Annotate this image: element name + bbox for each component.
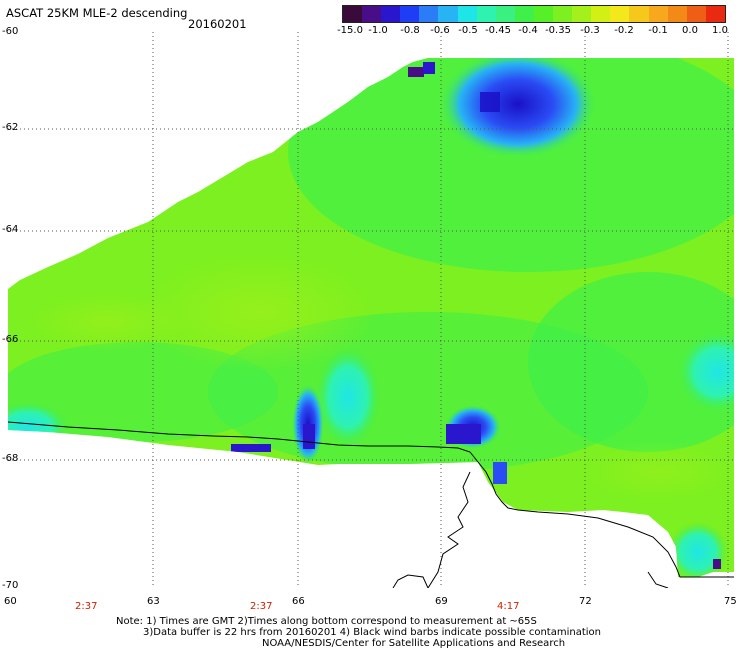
color-scale-swatch	[533, 6, 554, 22]
color-scale-label: -0.8	[400, 25, 420, 36]
lat-tick-label: -68	[2, 453, 19, 464]
color-scale-label: -0.6	[430, 25, 450, 36]
coastline	[8, 421, 734, 588]
color-scale-swatch	[381, 6, 401, 22]
color-scale-swatch	[591, 6, 611, 22]
map-grid	[8, 32, 734, 588]
color-scale-swatch	[495, 6, 515, 22]
color-scale-label: -0.2	[614, 25, 634, 36]
map-date: 20160201	[188, 17, 247, 31]
lat-tick-label: -60	[2, 26, 19, 37]
color-scale-swatch	[648, 6, 668, 22]
lon-tick-label: 63	[147, 596, 160, 607]
note-line-1: Note: 1) Times are GMT 2)Times along bot…	[116, 616, 537, 627]
lon-tick-label: 69	[435, 596, 448, 607]
pass-time-label: 2:37	[75, 601, 98, 612]
color-scale-swatch	[419, 6, 439, 22]
color-scale-bar	[342, 5, 726, 23]
color-scale-swatch	[438, 6, 458, 22]
color-scale-label: -0.5	[458, 25, 478, 36]
lat-tick-label: -66	[2, 334, 19, 345]
color-scale-swatch	[514, 6, 534, 22]
color-scale-label: -1.0	[368, 25, 388, 36]
color-scale-label: -0.3	[580, 25, 600, 36]
color-scale-label: -0.4	[518, 25, 538, 36]
map-title: ASCAT 25KM MLE-2 descending	[6, 6, 188, 20]
lon-tick-label: 60	[4, 596, 17, 607]
note-line-2: 3)Data buffer is 22 hrs from 20160201 4)…	[143, 627, 601, 638]
lon-tick-label: 75	[724, 596, 737, 607]
color-scale-swatch	[572, 6, 592, 22]
lat-tick-label: -64	[2, 224, 19, 235]
color-scale-swatch	[667, 6, 687, 22]
color-scale-swatch	[686, 6, 706, 22]
color-scale-swatch	[705, 6, 725, 22]
color-scale-swatch	[476, 6, 496, 22]
color-scale-swatch	[457, 6, 477, 22]
color-scale-swatch	[610, 6, 630, 22]
wind-map	[8, 32, 734, 588]
color-scale-swatch	[629, 6, 649, 22]
color-scale-swatch	[553, 6, 573, 22]
pass-time-label: 2:37	[250, 601, 273, 612]
note-line-3: NOAA/NESDIS/Center for Satellite Applica…	[262, 638, 566, 649]
lon-tick-label: 72	[579, 596, 592, 607]
color-scale-swatch	[400, 6, 420, 22]
color-scale-labels: -15.0 -1.0 -0.8 -0.6 -0.5 -0.45 -0.4 -0.35 -0.3 -…	[330, 25, 740, 37]
color-scale-label: -0.1	[648, 25, 668, 36]
pass-time-label: 4:17	[497, 601, 520, 612]
color-scale-label: 0.0	[682, 25, 698, 36]
color-scale-swatch	[362, 6, 382, 22]
lon-tick-label: 66	[292, 596, 305, 607]
lat-tick-label: -70	[2, 580, 19, 591]
color-scale-label: -0.35	[545, 25, 571, 36]
color-scale-swatch	[343, 6, 363, 22]
color-scale-label: -0.45	[485, 25, 511, 36]
color-scale-label: 1.0	[712, 25, 728, 36]
color-scale-label: -15.0	[337, 25, 363, 36]
wind-field	[8, 58, 734, 577]
lat-tick-label: -62	[2, 122, 19, 133]
